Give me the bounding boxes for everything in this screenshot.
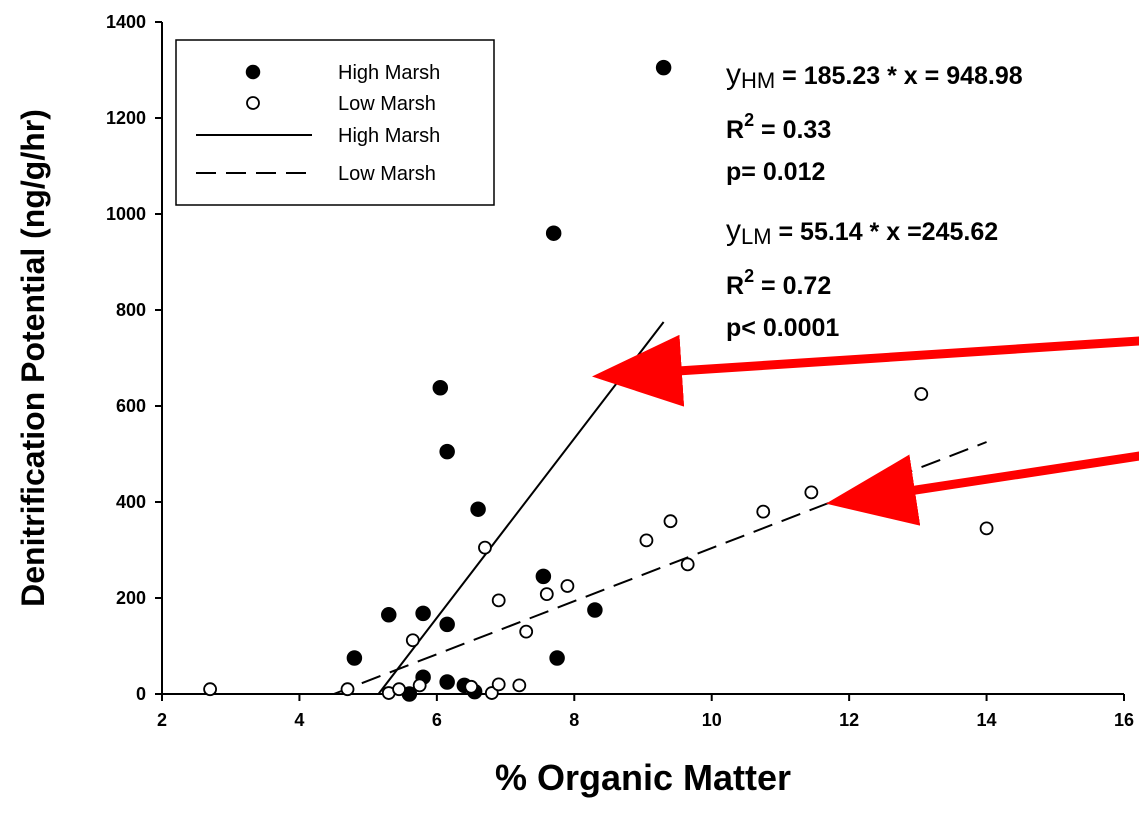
- hm-eq-y: y: [726, 58, 741, 91]
- high-marsh-point: [587, 602, 603, 618]
- x-tick-label: 12: [839, 710, 859, 730]
- high-marsh-point: [535, 568, 552, 585]
- high-marsh-point: [655, 59, 672, 76]
- y-tick-label: 1200: [106, 108, 146, 128]
- y-tick-label: 1000: [106, 204, 146, 224]
- x-tick-label: 8: [569, 710, 579, 730]
- lm-r-squared: R2 = 0.72: [726, 266, 831, 300]
- lm-eq-rest: = 55.14 * x =245.62: [772, 218, 999, 246]
- lm-r2-base: R: [726, 272, 744, 300]
- low-marsh-point: [491, 677, 506, 692]
- high-marsh-point: [470, 501, 486, 517]
- data-points: [203, 59, 994, 702]
- high-marsh-point: [439, 616, 455, 633]
- high-marsh-point: [545, 225, 562, 241]
- lm-eq-y: y: [726, 214, 741, 247]
- high-marsh-point: [439, 443, 455, 460]
- legend-box: [175, 39, 495, 206]
- x-tick-label: 16: [1114, 710, 1134, 730]
- fit-lines: [333, 321, 987, 695]
- y-tick-label: 1400: [106, 12, 146, 32]
- arrow-to-low-marsh-line: [825, 451, 1139, 526]
- legend-label-low-marsh-line: Low Marsh: [338, 163, 436, 185]
- x-tick-label: 14: [977, 710, 997, 730]
- low-marsh-point: [680, 557, 695, 572]
- low-marsh-point: [804, 485, 819, 500]
- pointer-arrows: [592, 334, 1139, 526]
- hm-eq-rest: = 185.23 * x = 948.98: [775, 62, 1023, 90]
- low-marsh-point: [464, 679, 479, 694]
- low-marsh-point: [914, 387, 929, 401]
- hm-r2-base: R: [726, 116, 744, 144]
- hm-r-squared: R2 = 0.33: [726, 110, 831, 144]
- y-tick-label: 400: [116, 492, 146, 512]
- legend-label-high-marsh-points: High Marsh: [338, 62, 440, 84]
- axes: [161, 22, 1124, 695]
- y-ticks: 0 200 400 600 800 1000 1200 1400: [106, 12, 162, 704]
- lm-r2-rest: = 0.72: [754, 272, 831, 300]
- low-marsh-point: [560, 579, 575, 593]
- legend-label-high-marsh-line: High Marsh: [338, 125, 440, 147]
- low-marsh-point: [412, 678, 427, 693]
- lm-eq-sub: LM: [741, 224, 772, 249]
- low-marsh-point: [478, 540, 492, 555]
- low-marsh-point: [756, 504, 771, 519]
- y-axis-title: Denitrification Potential (ng/g/hr): [15, 109, 51, 607]
- low-marsh-point: [405, 633, 420, 648]
- y-tick-label: 0: [136, 684, 146, 704]
- hm-r2-sup: 2: [744, 110, 754, 130]
- legend-label-low-marsh-points: Low Marsh: [338, 93, 436, 115]
- high-marsh-point: [439, 674, 455, 690]
- hm-eq-sub: HM: [741, 68, 775, 93]
- arrow-to-high-marsh-line: [592, 334, 1139, 407]
- low-marsh-point: [663, 514, 678, 529]
- low-marsh-point: [979, 521, 994, 536]
- low-marsh-point: [491, 593, 506, 608]
- y-tick-label: 800: [116, 300, 146, 320]
- high-marsh-point: [415, 605, 431, 622]
- low-marsh-point: [203, 682, 218, 697]
- lm-equation: yLM = 55.14 * x =245.62: [726, 214, 998, 249]
- annotations: yHM = 185.23 * x = 948.98 R2 = 0.33 p= 0…: [726, 58, 1023, 342]
- high-marsh-point: [432, 380, 449, 396]
- low-marsh-point: [519, 624, 534, 639]
- low-marsh-point: [639, 533, 654, 548]
- legend-open-circle-marker: [246, 96, 260, 110]
- legend-filled-circle-marker: [245, 64, 261, 80]
- low-marsh-point: [392, 682, 406, 697]
- hm-p-value: p= 0.012: [726, 158, 825, 186]
- high-marsh-point: [346, 650, 363, 666]
- lm-r2-sup: 2: [744, 266, 754, 286]
- hm-equation: yHM = 185.23 * x = 948.98: [726, 58, 1023, 93]
- low-marsh-fit-line: [333, 441, 987, 695]
- lm-p-value: p< 0.0001: [726, 314, 839, 342]
- x-axis-title: % Organic Matter: [495, 757, 791, 798]
- x-tick-label: 10: [702, 710, 722, 730]
- y-tick-label: 200: [116, 588, 146, 608]
- high-marsh-point: [381, 607, 397, 623]
- low-marsh-point: [512, 678, 527, 693]
- x-tick-label: 2: [157, 710, 167, 730]
- low-marsh-point: [539, 587, 554, 602]
- x-tick-label: 6: [432, 710, 442, 730]
- legend: High Marsh Low Marsh High Marsh Low Mars…: [175, 39, 495, 206]
- y-tick-label: 600: [116, 396, 146, 416]
- high-marsh-point: [549, 650, 565, 666]
- hm-r2-rest: = 0.33: [754, 116, 831, 144]
- low-marsh-point: [340, 682, 355, 697]
- x-ticks: 2 4 6 8 10 12 14 16: [157, 694, 1134, 730]
- x-tick-label: 4: [294, 710, 304, 730]
